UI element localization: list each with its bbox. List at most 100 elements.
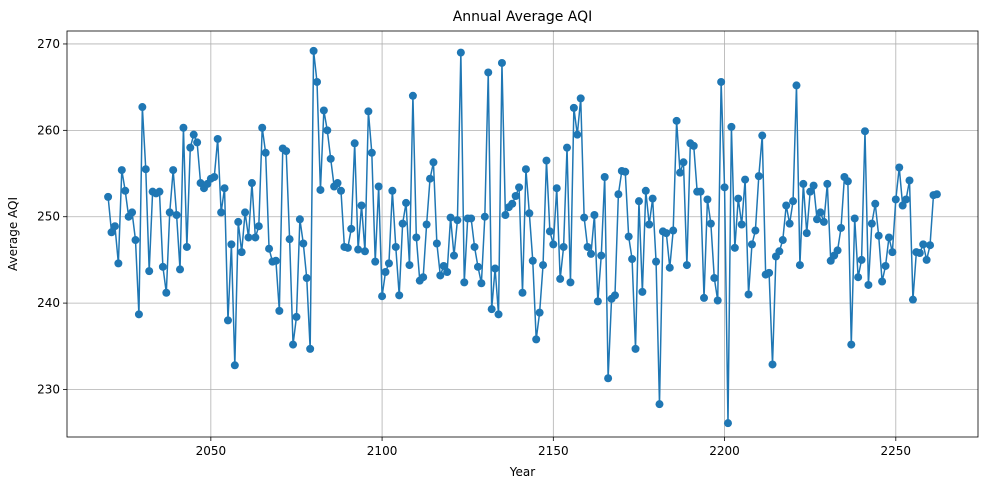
data-point	[559, 242, 568, 251]
data-point	[388, 186, 397, 195]
data-point	[223, 316, 232, 325]
data-point	[730, 243, 739, 252]
data-point	[597, 251, 606, 260]
data-point	[696, 187, 705, 196]
data-point	[497, 58, 506, 67]
data-point	[614, 190, 623, 199]
data-point	[254, 222, 263, 231]
data-point	[210, 172, 219, 181]
data-point	[528, 256, 537, 265]
data-point	[648, 194, 657, 203]
data-point	[710, 274, 719, 283]
data-point	[213, 134, 222, 143]
x-tick-label: 2100	[367, 444, 398, 458]
data-point	[446, 213, 455, 222]
data-point	[587, 249, 595, 258]
data-point	[932, 190, 941, 199]
data-point	[908, 295, 917, 304]
data-point	[792, 81, 801, 90]
data-point	[891, 195, 900, 204]
data-point	[357, 201, 366, 210]
data-point	[309, 46, 318, 55]
data-point	[679, 158, 688, 167]
data-point	[432, 239, 441, 248]
data-point	[162, 288, 171, 297]
data-point	[747, 240, 756, 249]
data-point	[158, 262, 167, 271]
data-point	[775, 247, 784, 256]
data-point	[155, 187, 164, 196]
data-point	[580, 213, 589, 222]
data-point	[768, 360, 777, 369]
data-point	[645, 220, 654, 229]
data-point	[189, 130, 198, 139]
data-point	[508, 199, 517, 208]
data-point	[343, 243, 352, 252]
x-tick-label: 2150	[538, 444, 569, 458]
data-point	[809, 181, 818, 190]
data-point	[789, 197, 798, 206]
data-point	[234, 217, 243, 226]
data-point	[169, 166, 178, 175]
data-point	[302, 274, 311, 283]
data-point	[487, 305, 496, 314]
data-point	[700, 293, 709, 302]
data-point	[850, 214, 859, 223]
data-point	[289, 340, 298, 349]
data-point	[545, 227, 554, 236]
data-point	[247, 179, 256, 188]
data-point	[217, 208, 226, 217]
data-point	[922, 255, 931, 264]
data-point	[723, 419, 732, 428]
data-point	[371, 257, 380, 266]
data-point	[419, 273, 428, 282]
data-point	[179, 123, 188, 132]
chart-title: Annual Average AQI	[453, 9, 593, 25]
data-point	[795, 261, 804, 270]
data-point	[244, 233, 253, 242]
data-point	[624, 232, 633, 241]
data-point	[285, 235, 294, 244]
axis-ticks: 2050 2100 2150 2200 2250 230 240 250 260 270	[37, 37, 911, 458]
data-point	[138, 103, 147, 112]
data-point	[604, 374, 613, 383]
data-point	[813, 215, 822, 224]
data-point	[837, 223, 846, 232]
data-point	[867, 219, 876, 228]
data-point	[402, 198, 411, 207]
data-point	[453, 216, 462, 225]
data-point	[641, 186, 650, 195]
data-point	[426, 174, 435, 183]
data-point	[511, 191, 520, 200]
data-point	[713, 296, 722, 305]
x-tick-label: 2250	[881, 444, 912, 458]
data-point	[854, 273, 863, 282]
data-point	[391, 242, 400, 251]
data-point	[467, 214, 476, 223]
data-point	[323, 126, 332, 135]
data-point	[319, 106, 328, 115]
data-point	[104, 192, 113, 201]
data-point	[313, 77, 322, 86]
data-point	[347, 224, 356, 233]
data-point	[871, 199, 880, 208]
data-point	[765, 268, 774, 277]
data-point	[128, 208, 137, 217]
data-point	[823, 179, 832, 188]
data-point	[706, 219, 715, 228]
data-point	[727, 122, 736, 131]
data-point	[220, 184, 229, 193]
data-point	[535, 308, 544, 317]
data-point	[306, 344, 315, 353]
data-point	[833, 246, 842, 255]
data-point	[539, 261, 548, 270]
data-point	[473, 262, 482, 271]
data-point	[237, 248, 246, 257]
data-point	[518, 288, 527, 297]
data-point	[682, 261, 691, 270]
data-point	[422, 220, 431, 229]
data-point	[326, 154, 335, 163]
data-point	[258, 123, 267, 132]
x-axis-label: Year	[509, 465, 535, 479]
